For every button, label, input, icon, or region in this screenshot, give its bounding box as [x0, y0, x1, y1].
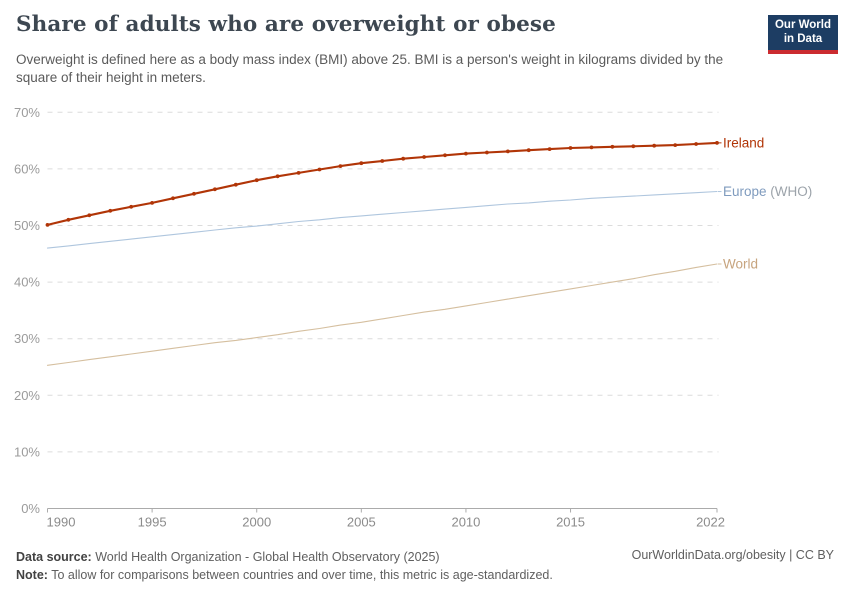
data-point-marker-ireland: [505, 149, 510, 154]
data-point-marker-ireland: [568, 146, 573, 150]
data-point-marker-ireland: [129, 204, 134, 209]
owid-logo: Our World in Data: [768, 15, 838, 54]
data-point-marker-ireland: [213, 187, 217, 192]
y-axis-tick-label: 30%: [14, 331, 40, 346]
data-source-text: World Health Organization - Global Healt…: [95, 550, 440, 564]
data-point-marker-ireland: [317, 167, 322, 172]
y-axis-tick-label: 70%: [14, 105, 40, 120]
x-axis-tick-label: 1990: [47, 515, 76, 530]
series-label-ireland[interactable]: Ireland: [723, 135, 764, 150]
data-point-marker-ireland: [652, 143, 657, 148]
note-text: To allow for comparisons between countri…: [51, 568, 553, 583]
series-label-europe-who[interactable]: Europe (WHO): [723, 184, 812, 199]
data-point-marker-ireland: [87, 213, 92, 218]
y-axis-tick-label: 50%: [14, 218, 40, 233]
chart-footer: Data source: World Health Organization -…: [16, 548, 553, 584]
note-line: Note: To allow for comparisons between c…: [16, 566, 553, 584]
owid-logo-line2: in Data: [783, 32, 823, 45]
license-link[interactable]: OurWorldinData.org/obesity | CC BY: [631, 548, 834, 562]
x-axis-tick-label: 2010: [451, 515, 480, 530]
series-label-world[interactable]: World: [723, 256, 758, 271]
data-point-marker-ireland: [526, 148, 531, 153]
data-point-marker-ireland: [485, 150, 489, 155]
data-point-marker-ireland: [631, 144, 636, 149]
data-point-marker-ireland: [192, 191, 196, 196]
series-line-ireland[interactable]: [46, 141, 719, 226]
note-label: Note:: [16, 568, 48, 583]
x-axis-tick-label: 2015: [556, 515, 585, 530]
data-point-marker-ireland: [443, 153, 447, 158]
data-point-marker-ireland: [171, 196, 175, 201]
data-point-marker-ireland: [66, 217, 71, 222]
series-line-world[interactable]: [46, 263, 718, 366]
data-point-marker-ireland: [45, 223, 50, 227]
data-point-marker-ireland: [715, 141, 719, 145]
data-source-label: Data source:: [16, 550, 92, 564]
y-axis-tick-label: 0%: [21, 501, 40, 516]
series-line-europe-who[interactable]: [46, 190, 718, 249]
y-axis-tick-label: 60%: [14, 161, 40, 176]
data-point-marker-ireland: [610, 144, 615, 149]
y-axis-tick-label: 40%: [14, 275, 40, 290]
chart-title: Share of adults who are overweight or ob…: [16, 12, 556, 37]
data-point-marker-ireland: [108, 208, 113, 213]
y-axis-tick-label: 10%: [14, 444, 40, 459]
data-point-marker-ireland: [150, 201, 155, 205]
data-point-marker-ireland: [359, 161, 364, 166]
data-point-marker-ireland: [673, 143, 678, 148]
data-source-line: Data source: World Health Organization -…: [16, 548, 553, 566]
data-point-marker-ireland: [233, 182, 238, 187]
x-axis-tick-label: 2005: [347, 515, 376, 530]
series-label-paren-europe-who: (WHO): [767, 184, 813, 199]
data-point-marker-ireland: [338, 164, 343, 169]
x-axis-tick-label: 2000: [242, 515, 271, 530]
data-point-marker-ireland: [296, 171, 301, 175]
data-point-marker-ireland: [547, 147, 552, 152]
data-point-marker-ireland: [694, 142, 698, 146]
data-point-marker-ireland: [464, 151, 468, 156]
chart-subtitle: Overweight is defined here as a body mas…: [16, 52, 724, 85]
data-point-marker-ireland: [275, 174, 280, 179]
x-axis-tick-label: 1995: [138, 515, 167, 530]
y-axis-tick-label: 20%: [14, 388, 40, 403]
data-point-marker-ireland: [380, 159, 385, 163]
data-point-marker-ireland: [422, 155, 426, 159]
data-point-marker-ireland: [401, 156, 406, 161]
owid-logo-line1: Our World: [774, 18, 831, 31]
data-point-marker-ireland: [589, 145, 594, 150]
x-axis-tick-label: 2022: [696, 515, 725, 530]
data-point-marker-ireland: [254, 178, 259, 183]
